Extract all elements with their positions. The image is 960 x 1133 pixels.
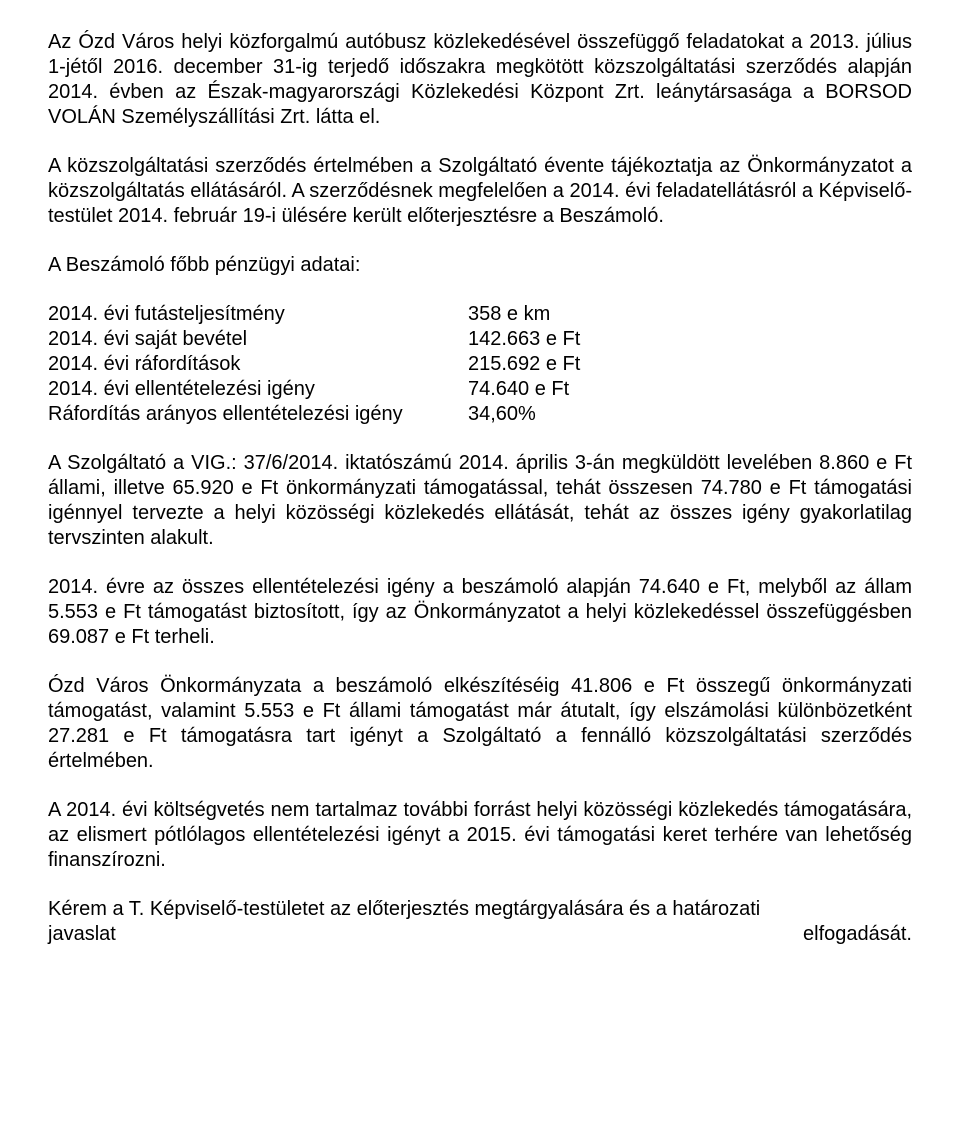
financial-data-table: 2014. évi futásteljesítmény 358 e km 201… [48,302,912,427]
financial-row: 2014. évi futásteljesítmény 358 e km [48,302,912,327]
paragraph-intro: Az Ózd Város helyi közforgalmú autóbusz … [48,30,912,130]
financial-value: 142.663 e Ft [468,327,912,352]
financial-row: 2014. évi ráfordítások 215.692 e Ft [48,352,912,377]
paragraph-contract: A közszolgáltatási szerződés értelmében … [48,154,912,229]
request-right: elfogadását. [803,922,912,947]
financial-value: 215.692 e Ft [468,352,912,377]
paragraph-provider-letter: A Szolgáltató a VIG.: 37/6/2014. iktatós… [48,451,912,551]
financial-row: Ráfordítás arányos ellentételezési igény… [48,402,912,427]
financial-value: 358 e km [468,302,912,327]
financial-label: 2014. évi futásteljesítmény [48,302,468,327]
request-left: javaslat [48,922,116,947]
financial-label: Ráfordítás arányos ellentételezési igény [48,402,468,427]
financial-label: 2014. évi saját bevétel [48,327,468,352]
financial-value: 74.640 e Ft [468,377,912,402]
request-line-2: javaslat elfogadását. [48,922,912,947]
financial-label: 2014. évi ráfordítások [48,352,468,377]
paragraph-compensation: 2014. évre az összes ellentételezési igé… [48,575,912,650]
financial-value: 34,60% [468,402,912,427]
financial-row: 2014. évi saját bevétel 142.663 e Ft [48,327,912,352]
paragraph-financial-heading: A Beszámoló főbb pénzügyi adatai: [48,253,912,278]
paragraph-request: Kérem a T. Képviselő-testületet az előte… [48,897,912,947]
financial-row: 2014. évi ellentételezési igény 74.640 e… [48,377,912,402]
financial-label: 2014. évi ellentételezési igény [48,377,468,402]
paragraph-budget: A 2014. évi költségvetés nem tartalmaz t… [48,798,912,873]
paragraph-municipality: Ózd Város Önkormányzata a beszámoló elké… [48,674,912,774]
request-line-1: Kérem a T. Képviselő-testületet az előte… [48,897,912,922]
